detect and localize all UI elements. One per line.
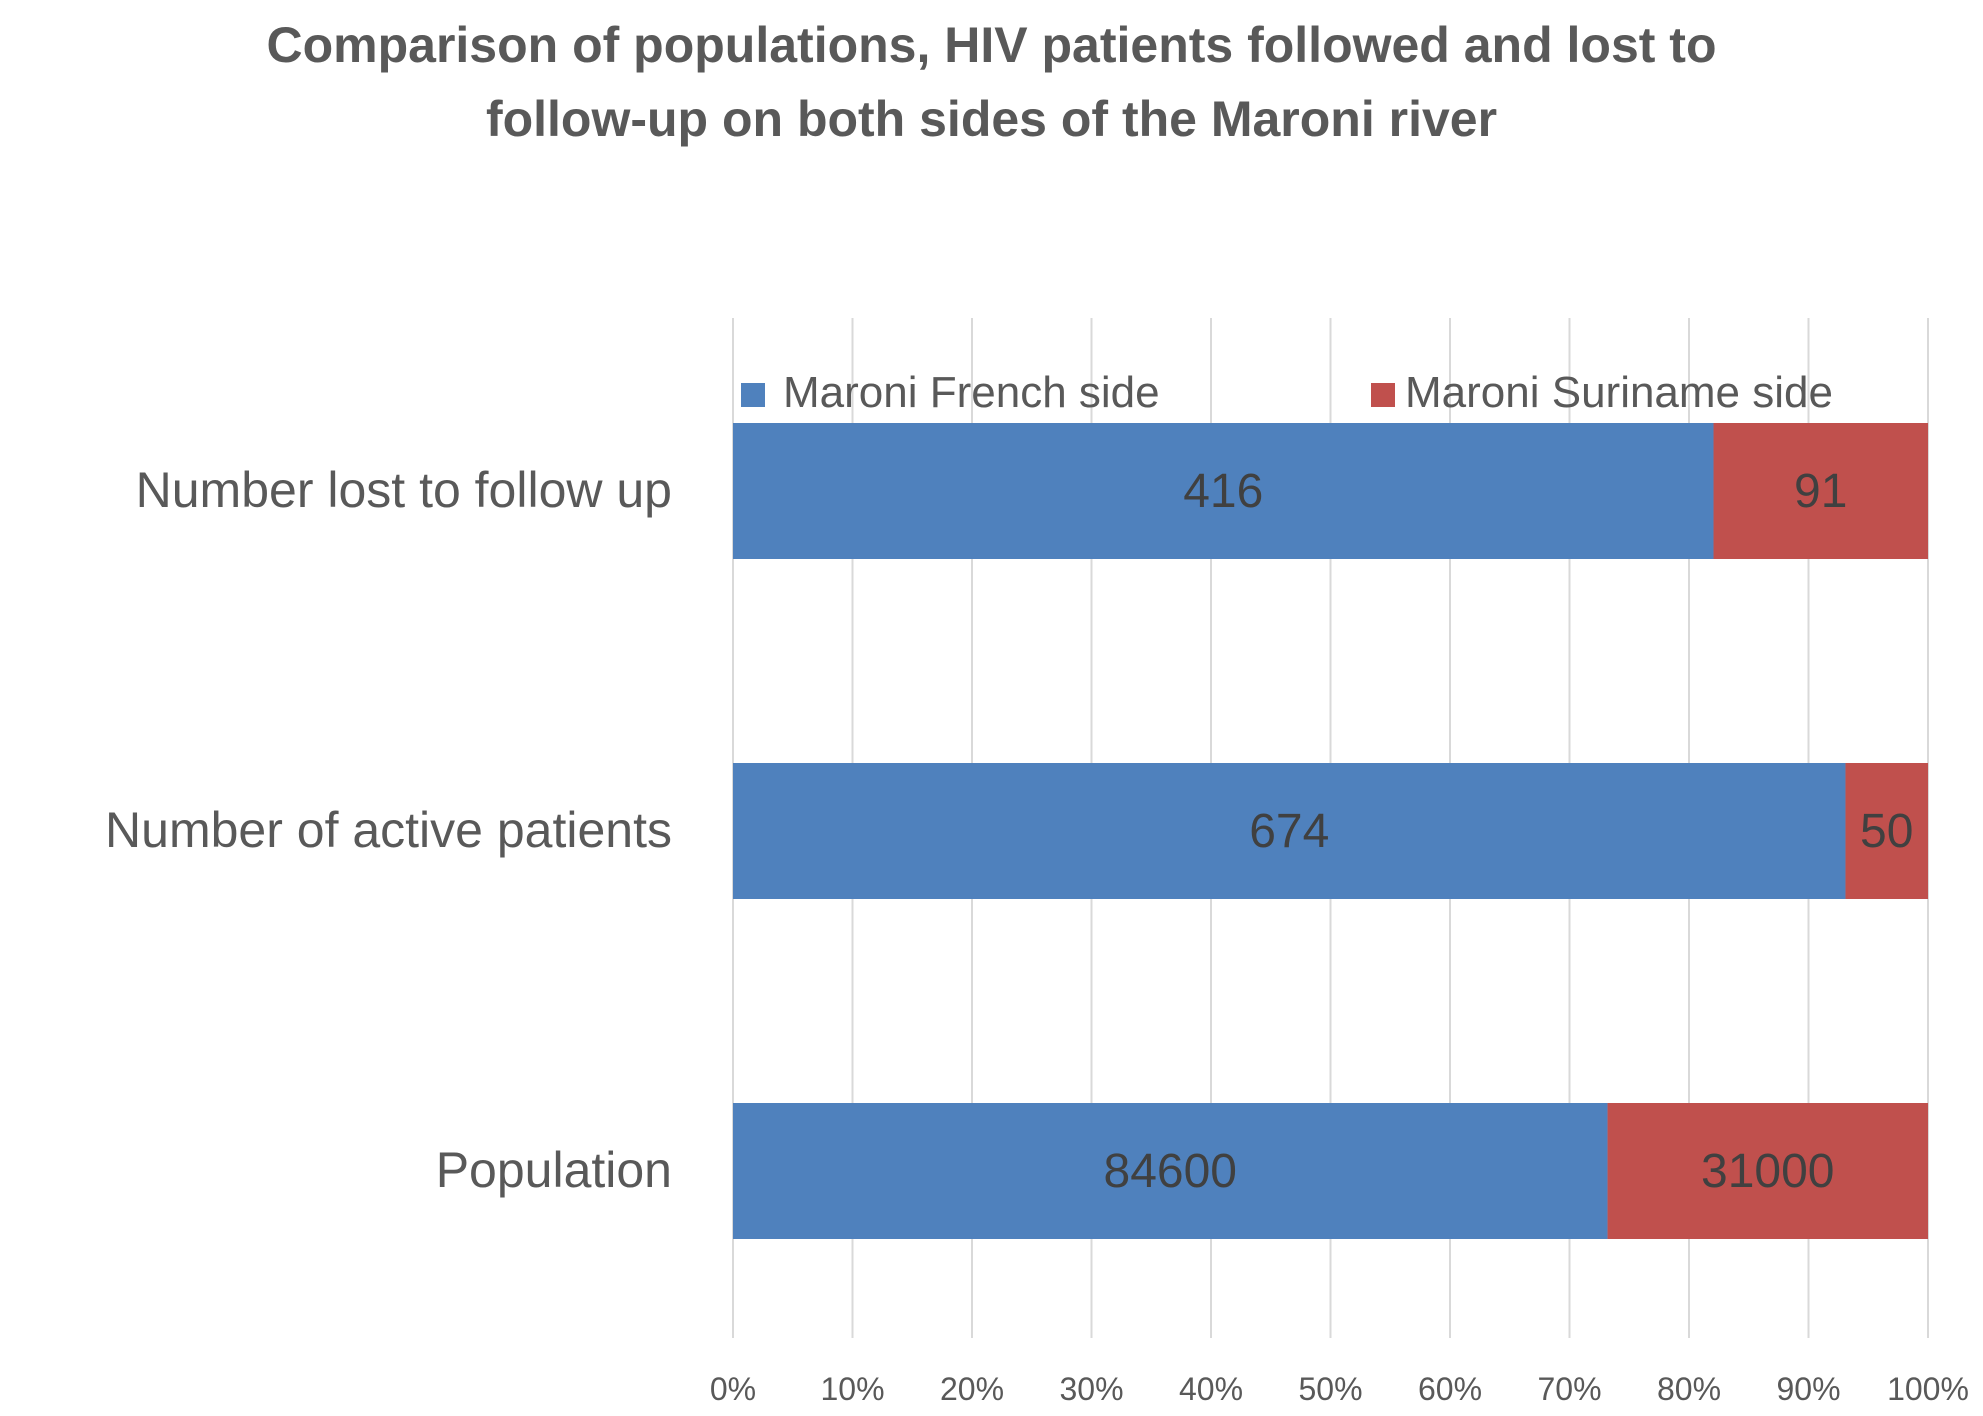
- x-tick-label: 80%: [1657, 1371, 1721, 1407]
- x-tick-label: 90%: [1776, 1371, 1840, 1407]
- x-tick-label: 10%: [820, 1371, 884, 1407]
- bar-segment: [1713, 423, 1928, 559]
- category-label: Number of active patients: [105, 802, 672, 858]
- legend-label: Maroni Suriname side: [1405, 368, 1833, 417]
- bar-segment: [1607, 1103, 1928, 1239]
- x-tick-label: 20%: [940, 1371, 1004, 1407]
- chart-title-line-1: Comparison of populations, HIV patients …: [266, 17, 1717, 73]
- data-label: 84600: [1104, 1145, 1237, 1198]
- data-label: 91: [1794, 465, 1847, 518]
- x-tick-label: 100%: [1887, 1371, 1969, 1407]
- chart-title: Comparison of populations, HIV patients …: [0, 8, 1983, 156]
- x-tick-label: 70%: [1537, 1371, 1601, 1407]
- category-label: Number lost to follow up: [136, 462, 672, 518]
- bar-segment: [733, 763, 1846, 899]
- x-tick-label: 30%: [1059, 1371, 1123, 1407]
- bar-segment: [733, 1103, 1608, 1239]
- x-tick-label: 50%: [1298, 1371, 1362, 1407]
- legend-label: Maroni French side: [783, 368, 1160, 417]
- legend-swatch: [741, 383, 765, 407]
- bar-segment: [1845, 763, 1928, 899]
- data-label: 674: [1249, 805, 1329, 858]
- category-label: Population: [436, 1142, 672, 1198]
- x-tick-label: 0%: [710, 1371, 756, 1407]
- legend-swatch: [1371, 383, 1395, 407]
- bar-segment: [733, 423, 1714, 559]
- chart-title-line-2: follow-up on both sides of the Maroni ri…: [485, 91, 1498, 147]
- data-label: 31000: [1701, 1145, 1834, 1198]
- x-tick-label: 40%: [1179, 1371, 1243, 1407]
- data-label: 416: [1183, 465, 1263, 518]
- data-label: 50: [1860, 805, 1913, 858]
- x-tick-label: 60%: [1418, 1371, 1482, 1407]
